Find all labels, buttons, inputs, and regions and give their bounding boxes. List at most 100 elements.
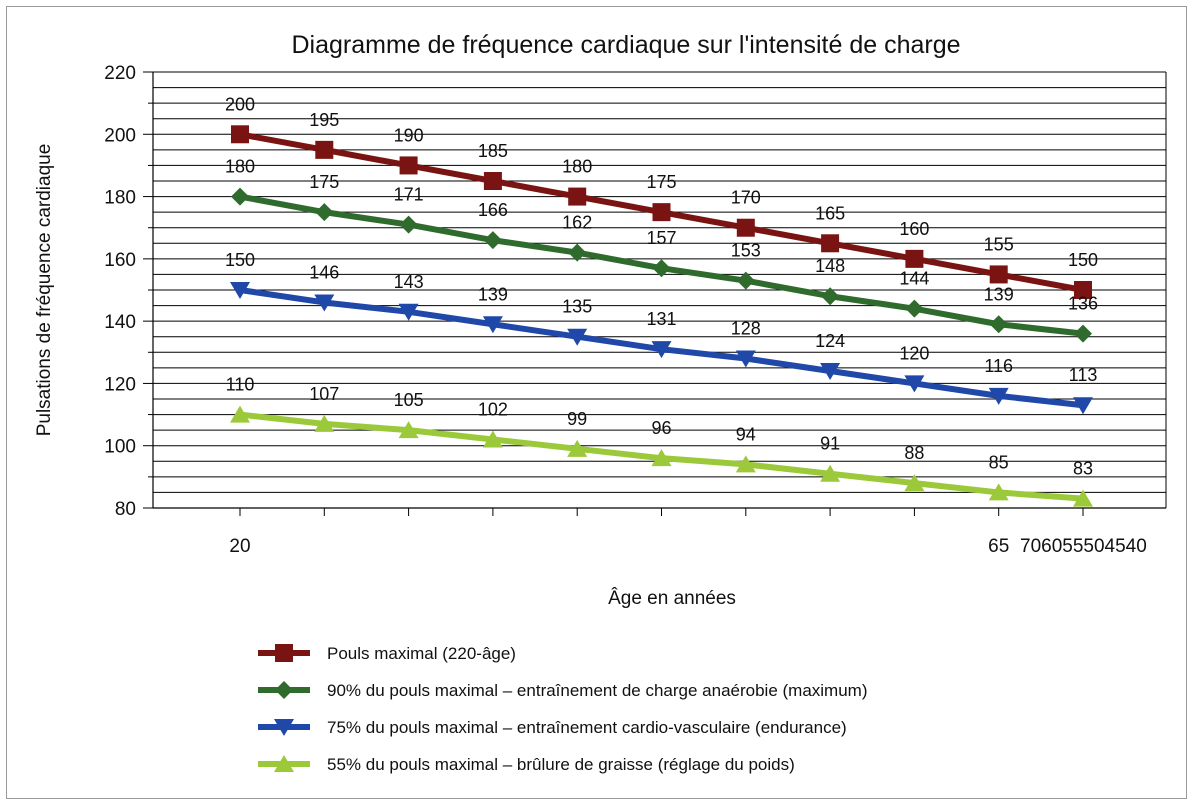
legend: Pouls maximal (220-âge) 90% du pouls maxi… [258, 644, 868, 774]
x-tick-label: 20 [229, 536, 250, 557]
data-point [821, 287, 840, 306]
data-label: 153 [731, 241, 761, 261]
data-point [399, 156, 418, 175]
data-label: 144 [899, 269, 929, 289]
data-point [735, 350, 756, 368]
data-label: 175 [646, 172, 676, 192]
data-point [651, 449, 672, 467]
data-label: 85 [989, 452, 1009, 472]
data-label: 120 [899, 343, 929, 363]
data-point [652, 203, 671, 222]
data-point [482, 316, 503, 334]
data-point [1074, 324, 1092, 343]
data-label: 146 [309, 262, 339, 282]
data-label: 166 [478, 200, 508, 220]
data-point [230, 405, 250, 423]
series-group [230, 125, 1093, 507]
data-label: 180 [562, 157, 592, 177]
data-point [1073, 397, 1093, 415]
data-label: 91 [820, 434, 840, 454]
data-label: 139 [478, 284, 508, 304]
data-label: 107 [309, 384, 339, 404]
data-point [567, 328, 588, 346]
data-label: 162 [562, 213, 592, 233]
data-label: 128 [731, 319, 761, 339]
data-point [399, 215, 418, 234]
y-tick-label: 140 [104, 312, 136, 333]
data-point [988, 387, 1009, 405]
data-label: 102 [478, 399, 508, 419]
chart-frame [6, 6, 1187, 799]
x-tick-labels: 20 65 706055504540 [229, 536, 1146, 557]
data-label: 195 [309, 110, 339, 130]
data-label: 185 [478, 141, 508, 161]
data-point [989, 265, 1008, 284]
y-tick-label: 100 [104, 437, 136, 458]
axes [143, 71, 1166, 516]
data-point [651, 341, 672, 359]
data-label: 150 [225, 250, 255, 270]
data-point [989, 315, 1008, 334]
data-label: 170 [731, 188, 761, 208]
data-label: 200 [225, 94, 255, 114]
legend-marker [274, 755, 294, 772]
legend-label: 55% du pouls maximal – brûlure de graiss… [327, 755, 795, 774]
data-label: 175 [309, 172, 339, 192]
data-point [230, 282, 250, 299]
data-label: 136 [1068, 294, 1098, 314]
data-point [314, 294, 335, 312]
x-tick-label: 706055504540 [1020, 536, 1147, 557]
data-label: 190 [394, 125, 424, 145]
data-point [1073, 489, 1093, 507]
y-axis-label: Pulsations de fréquence cardiaque [34, 144, 55, 437]
y-tick-label: 160 [104, 250, 136, 271]
chart-title: Diagramme de fréquence cardiaque sur l'i… [291, 31, 960, 59]
data-point [482, 430, 503, 448]
data-label: 180 [225, 157, 255, 177]
legend-label: 90% du pouls maximal – entraînement de c… [327, 681, 868, 700]
data-point [398, 303, 419, 321]
data-point [904, 375, 925, 393]
data-label: 160 [899, 219, 929, 239]
data-point [821, 234, 840, 253]
data-point [904, 474, 925, 492]
data-point [1074, 281, 1092, 299]
data-label: 157 [646, 228, 676, 248]
data-point [315, 140, 334, 159]
legend-marker [274, 719, 294, 736]
data-point [567, 439, 588, 457]
data-point [568, 187, 587, 206]
data-label: 110 [226, 375, 255, 395]
data-labels: 200 195 190 185 180 175 170 165 160 155 150 180 175 1… [225, 94, 1098, 478]
y-tick-label: 200 [104, 125, 136, 146]
data-point [820, 362, 841, 380]
data-label: 105 [394, 390, 424, 410]
data-label: 155 [984, 234, 1014, 254]
data-label: 99 [567, 409, 587, 429]
y-tick-labels: 80 100 120 140 160 180 200 220 [104, 63, 136, 520]
data-point [483, 231, 502, 250]
grid-lines [153, 71, 1167, 509]
legend-marker [275, 681, 293, 699]
data-label: 148 [815, 256, 845, 276]
data-point [398, 421, 419, 439]
data-label: 113 [1069, 365, 1098, 385]
data-point [736, 218, 755, 237]
x-tick-label: 65 [988, 536, 1009, 557]
y-tick-label: 180 [104, 188, 136, 209]
data-point [231, 125, 249, 144]
data-label: 131 [646, 309, 676, 329]
data-label: 88 [904, 443, 924, 463]
x-axis-label: Âge en années [608, 587, 736, 609]
data-point [314, 414, 335, 432]
data-label: 165 [815, 203, 845, 223]
legend-marker [275, 644, 293, 662]
y-tick-label: 80 [115, 499, 136, 520]
data-label: 116 [984, 356, 1013, 376]
y-tick-label: 220 [104, 63, 136, 84]
data-label: 135 [562, 297, 592, 317]
data-point [231, 187, 249, 206]
data-label: 96 [651, 418, 671, 438]
data-label: 150 [1068, 250, 1098, 270]
